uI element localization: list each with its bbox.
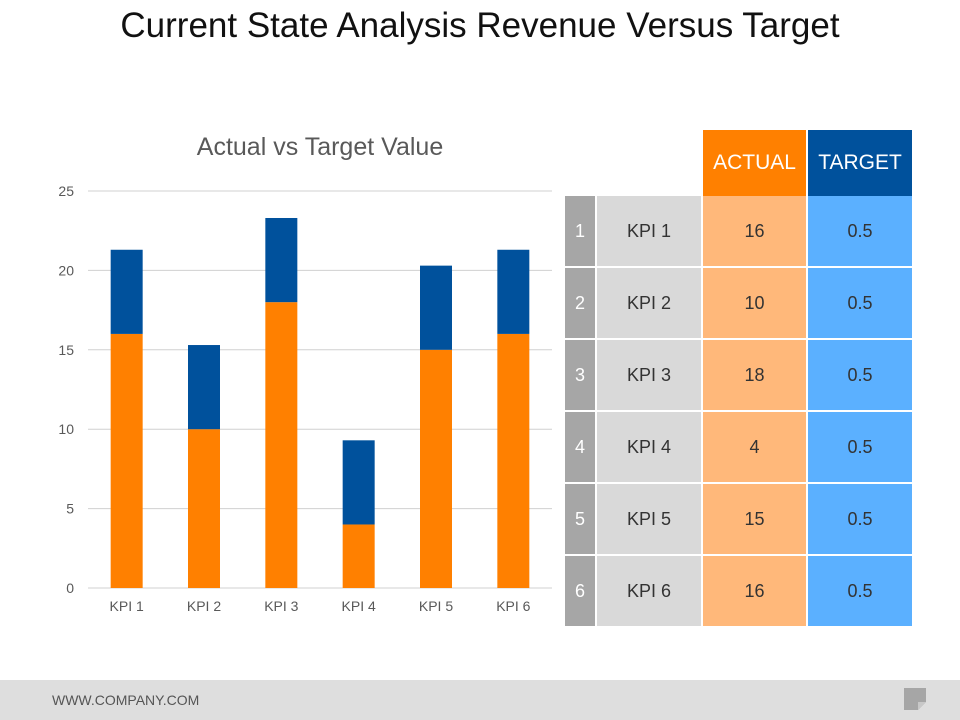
table-header-blank	[597, 130, 701, 196]
bar-target-kpi-1	[110, 249, 143, 334]
bar-actual-kpi-3	[265, 302, 298, 588]
row-kpi-name: KPI 3	[597, 340, 701, 412]
row-index: 1	[565, 196, 595, 268]
y-tick-label: 15	[58, 342, 74, 358]
x-tick-label: KPI 1	[110, 598, 144, 614]
y-tick-label: 25	[58, 183, 74, 199]
row-actual-value: 15	[703, 484, 806, 556]
x-tick-label: KPI 3	[264, 598, 298, 614]
row-actual-value: 16	[703, 556, 806, 628]
row-kpi-name: KPI 6	[597, 556, 701, 628]
bar-target-kpi-5	[420, 265, 452, 350]
row-actual-value: 10	[703, 268, 806, 340]
page-icon	[904, 688, 926, 710]
table-row: 5 KPI 5 15 0.5	[565, 484, 912, 556]
row-target-value: 0.5	[808, 196, 912, 268]
bar-target-kpi-4	[342, 440, 375, 525]
table-row: 4 KPI 4 4 0.5	[565, 412, 912, 484]
bar-actual-kpi-5	[420, 349, 452, 588]
row-kpi-name: KPI 5	[597, 484, 701, 556]
bar-target-kpi-3	[265, 217, 298, 303]
page-title: Current State Analysis Revenue Versus Ta…	[120, 6, 840, 45]
table-row: 1 KPI 1 16 0.5	[565, 196, 912, 268]
row-index: 6	[565, 556, 595, 628]
bar-target-kpi-6	[497, 249, 530, 334]
chart-bars	[110, 217, 530, 588]
row-target-value: 0.5	[808, 484, 912, 556]
table-header-blank	[565, 130, 595, 196]
row-actual-value: 16	[703, 196, 806, 268]
x-tick-label: KPI 4	[342, 598, 376, 614]
bar-actual-kpi-2	[188, 429, 220, 588]
kpi-table: ACTUAL TARGET 1 KPI 1 16 0.5 2 KPI 2 10 …	[563, 130, 914, 628]
row-index: 2	[565, 268, 595, 340]
row-target-value: 0.5	[808, 412, 912, 484]
row-kpi-name: KPI 4	[597, 412, 701, 484]
bar-target-kpi-2	[188, 345, 220, 430]
row-kpi-name: KPI 2	[597, 268, 701, 340]
row-index: 3	[565, 340, 595, 412]
x-tick-label: KPI 6	[496, 598, 530, 614]
chart-title: Actual vs Target Value	[197, 133, 443, 161]
row-actual-value: 4	[703, 412, 806, 484]
chart-gridlines	[88, 190, 552, 589]
row-index: 4	[565, 412, 595, 484]
table-header-actual: ACTUAL	[703, 130, 806, 196]
chart-x-axis: KPI 1 KPI 2 KPI 3 KPI 4 KPI 5 KPI 6	[110, 598, 531, 614]
bar-actual-kpi-4	[342, 524, 375, 588]
footer-bar: WWW.COMPANY.COM	[0, 680, 960, 720]
bar-actual-kpi-1	[110, 333, 143, 588]
row-target-value: 0.5	[808, 556, 912, 628]
table-row: 6 KPI 6 16 0.5	[565, 556, 912, 628]
row-actual-value: 18	[703, 340, 806, 412]
table-header-target: TARGET	[808, 130, 912, 196]
row-index: 5	[565, 484, 595, 556]
x-tick-label: KPI 5	[419, 598, 453, 614]
footer-website: WWW.COMPANY.COM	[52, 692, 200, 708]
y-tick-label: 10	[58, 421, 74, 437]
y-tick-label: 20	[58, 262, 74, 278]
table-row: 3 KPI 3 18 0.5	[565, 340, 912, 412]
row-target-value: 0.5	[808, 340, 912, 412]
y-tick-label: 0	[66, 580, 74, 596]
bar-actual-kpi-6	[497, 333, 530, 588]
y-tick-label: 5	[66, 501, 74, 517]
x-tick-label: KPI 2	[187, 598, 221, 614]
row-target-value: 0.5	[808, 268, 912, 340]
chart-y-axis: 0 5 10 15 20 25	[58, 183, 74, 596]
table-row: 2 KPI 2 10 0.5	[565, 268, 912, 340]
row-kpi-name: KPI 1	[597, 196, 701, 268]
